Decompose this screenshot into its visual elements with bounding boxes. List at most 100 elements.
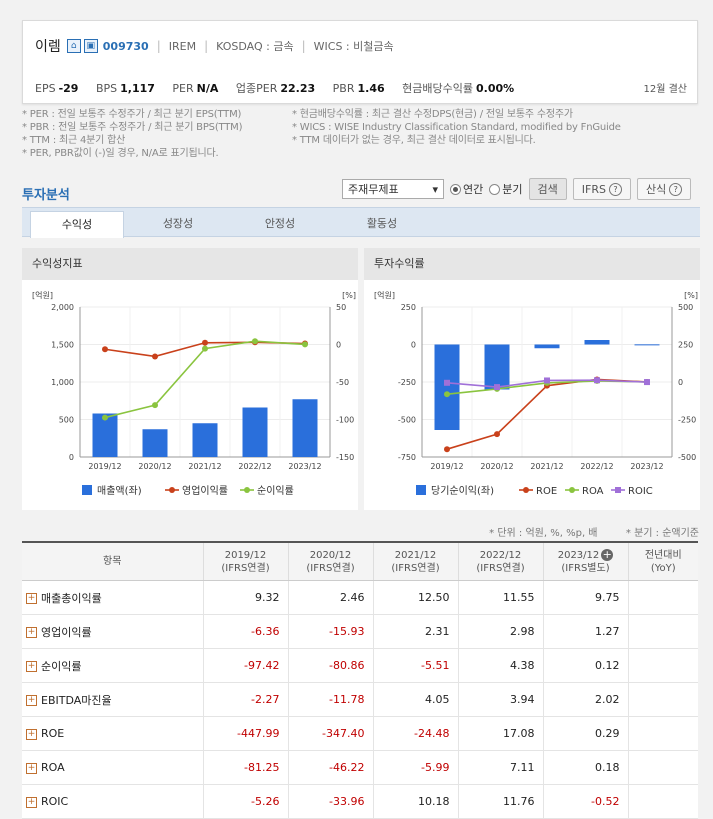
legend-marker: [615, 487, 621, 493]
header-2019: 2019/12 (IFRS연결): [202, 542, 288, 581]
header-basis: (IFRS연결): [306, 562, 355, 574]
table-cell: [627, 716, 698, 751]
expand-row-icon[interactable]: +: [26, 627, 37, 638]
table-cell: 10.18: [372, 784, 458, 819]
series-line: [104, 340, 306, 419]
search-button[interactable]: 검색: [528, 178, 567, 200]
table-cell: [627, 784, 698, 819]
metric-dividend-label: 현금배당수익률: [402, 82, 473, 95]
left-tick-label: -500: [398, 416, 416, 425]
bar: [584, 340, 610, 345]
data-point: [494, 384, 500, 391]
x-tick-label: 2020/12: [138, 462, 171, 471]
unit-note-text: * 단위 : 억원, %, %p, 배: [489, 528, 598, 539]
table-row: + 영업이익률 -6.36 -15.93 2.31 2.98 1.27: [22, 614, 698, 649]
expand-row-icon[interactable]: +: [26, 695, 37, 706]
expand-row-icon[interactable]: +: [26, 728, 37, 740]
bar: [142, 429, 168, 457]
tab-profitability[interactable]: 수익성: [30, 211, 124, 238]
row-label-cell[interactable]: + 영업이익률: [22, 614, 203, 649]
data-point: [494, 431, 500, 438]
expand-row-icon[interactable]: +: [26, 796, 37, 808]
left-tick-label: 0: [69, 453, 74, 462]
note-line: * PER : 전일 보통주 수정주가 / 최근 분기 EPS(TTM): [22, 109, 242, 120]
left-tick-label: -250: [398, 378, 416, 387]
data-point: [152, 353, 158, 360]
tab-growth[interactable]: 성장성: [162, 217, 194, 230]
table-cell: [627, 580, 698, 615]
row-label-cell[interactable]: + 매출총이익률: [22, 580, 203, 615]
statement-select[interactable]: 주재무제표 ▾: [342, 179, 444, 199]
bar: [534, 344, 560, 349]
right-unit-label: [%]: [342, 291, 356, 300]
analysis-controls: 주재무제표 ▾ 연간 분기 검색 IFRS? 산식?: [342, 178, 692, 200]
data-point: [302, 341, 308, 348]
expand-row-icon[interactable]: +: [26, 593, 37, 604]
header-yoy-sub: (YoY): [650, 562, 676, 574]
ifrs-help-button[interactable]: IFRS?: [572, 178, 631, 200]
table-row: + ROA -81.25 -46.22 -5.99 7.11 0.18: [22, 750, 698, 785]
header-2020: 2020/12 (IFRS연결): [287, 542, 373, 581]
radio-annual[interactable]: [450, 183, 461, 195]
panel-left-title: 수익성지표: [22, 248, 358, 280]
company-ticker: IREM: [168, 39, 197, 53]
tab-activity[interactable]: 활동성: [366, 217, 398, 230]
table-cell: 9.75: [542, 580, 628, 615]
right-unit-label: [%]: [684, 291, 698, 300]
radio-quarter[interactable]: [489, 183, 501, 195]
table-cell: 2.31: [372, 614, 458, 649]
house-icon[interactable]: ⌂: [66, 39, 81, 53]
data-point: [252, 338, 258, 345]
row-label-cell[interactable]: + ROE: [22, 716, 203, 751]
divider: |: [156, 39, 161, 53]
formula-help-button[interactable]: 산식?: [636, 178, 692, 200]
building-icon[interactable]: ▣: [83, 39, 98, 53]
row-label-cell[interactable]: + EBITDA마진율: [22, 682, 203, 717]
note-line: * PER, PBR값이 (-)일 경우, N/A로 표기됩니다.: [22, 148, 219, 159]
legend-label: ROIC: [628, 486, 653, 497]
row-label: ROA: [41, 761, 65, 774]
header-2021: 2021/12 (IFRS연결): [372, 542, 458, 581]
bar: [192, 423, 218, 457]
table-cell: 0.18: [542, 750, 628, 785]
header-label: 항목: [103, 556, 122, 567]
legend-marker: [523, 487, 529, 493]
row-label: EBITDA마진율: [41, 693, 112, 707]
bar: [292, 399, 318, 457]
expand-columns-icon[interactable]: +: [601, 547, 614, 561]
legend-label: ROA: [582, 486, 604, 497]
table-row: + ROIC -5.26 -33.96 10.18 11.76 -0.52: [22, 784, 698, 819]
table-cell: 2.02: [542, 682, 628, 717]
expand-row-icon[interactable]: +: [26, 762, 37, 774]
analysis-tabs: 수익성 성장성 안정성 활동성: [22, 207, 700, 238]
metric-bps-label: BPS: [95, 82, 118, 95]
data-point: [444, 391, 450, 398]
settlement-month: 12월 결산: [643, 84, 687, 95]
right-tick-label: 0: [678, 378, 683, 387]
row-label-cell[interactable]: + ROIC: [22, 784, 203, 819]
search-button-label: 검색: [537, 183, 558, 196]
notes-right: * 현금배당수익률 : 최근 결산 수정DPS(현금) / 전일 보통주 수정주…: [292, 108, 621, 147]
right-tick-label: -250: [678, 416, 696, 425]
note-line: * WICS : WISE Industry Classification St…: [292, 122, 621, 133]
left-unit-label: [억원]: [32, 290, 53, 300]
legend-swatch: [82, 485, 92, 495]
data-point: [594, 377, 600, 384]
row-label-cell[interactable]: + 순이익률: [22, 648, 203, 683]
tab-stability[interactable]: 안정성: [264, 217, 296, 230]
left-unit-label: [억원]: [374, 290, 395, 300]
data-point: [102, 414, 108, 421]
left-tick-label: 1,000: [51, 378, 74, 387]
legend-label: ROE: [536, 486, 557, 497]
expand-row-icon[interactable]: +: [26, 661, 37, 672]
table-cell: -33.96: [287, 784, 373, 819]
formula-button-label: 산식: [645, 183, 667, 196]
x-tick-label: 2023/12: [630, 462, 663, 471]
quarter-note-text: * 분기 : 순액기준: [625, 528, 699, 539]
statement-select-value: 주재무제표: [348, 183, 399, 196]
metric-industry-per-label: 업종PER: [235, 82, 278, 95]
table-cell: [627, 682, 698, 717]
row-label-cell[interactable]: + ROA: [22, 750, 203, 785]
radio-annual-label: 연간: [463, 183, 484, 196]
right-tick-label: -50: [336, 378, 349, 387]
